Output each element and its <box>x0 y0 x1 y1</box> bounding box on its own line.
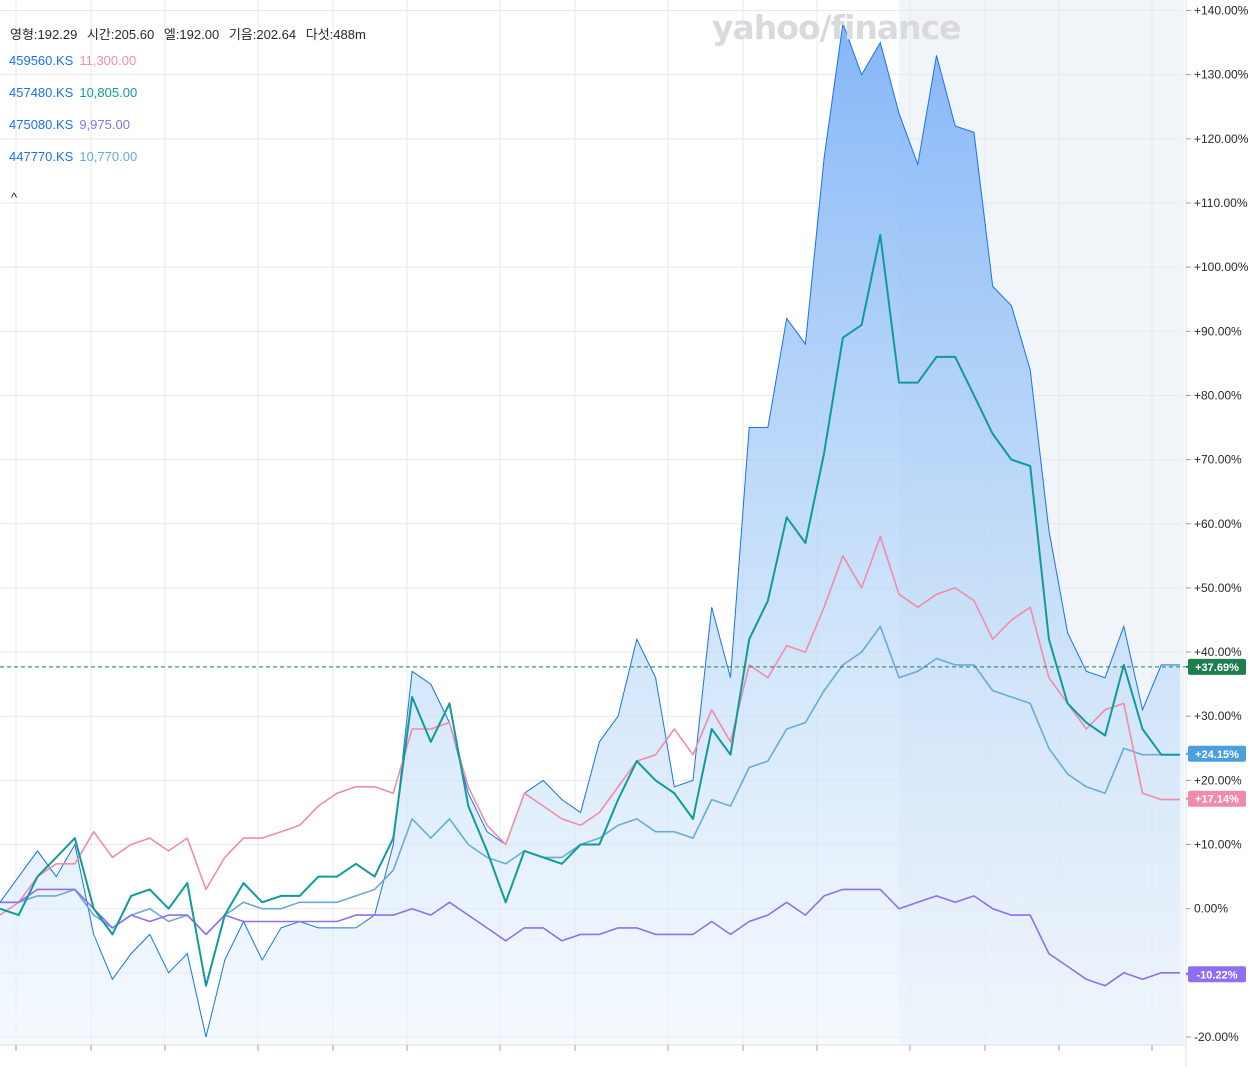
badge-background <box>1188 658 1246 675</box>
y-tick-label: +30.00% <box>1194 709 1242 723</box>
y-tick-label: +60.00% <box>1194 517 1242 531</box>
comparison-legend: 459560.KS 11,300.00 457480.KS 10,805.00 47… <box>9 53 137 181</box>
badge-background <box>1188 966 1246 983</box>
badge-label: +17.14% <box>1195 794 1239 806</box>
legend-symbol[interactable]: 459560.KS <box>9 53 74 68</box>
x-axis <box>0 1044 1186 1051</box>
legend-symbol[interactable]: 475080.KS <box>9 117 74 132</box>
legend-symbol[interactable]: 457480.KS <box>9 85 74 100</box>
collapse-legend-button[interactable]: ^ <box>11 190 18 205</box>
legend-item[interactable]: 457480.KS 10,805.00 <box>9 85 137 117</box>
badge-label: +24.15% <box>1195 749 1239 761</box>
ohlc-low: 엘:192.00 <box>163 27 220 42</box>
legend-item[interactable]: 447770.KS 10,770.00 <box>9 149 137 181</box>
y-tick-label: +40.00% <box>1194 645 1242 659</box>
ohlc-volume: 다섯:488m <box>305 27 366 42</box>
y-tick-label: +110.00% <box>1194 196 1248 210</box>
y-tick-label: +130.00% <box>1194 68 1249 82</box>
y-tick-label: -20.00% <box>1194 1030 1239 1044</box>
ohlc-high: 시간:205.60 <box>86 27 155 42</box>
yahoo-finance-watermark: yahoo/finance <box>712 8 962 47</box>
legend-price: 9,975.00 <box>79 117 130 132</box>
legend-price: 10,770.00 <box>79 149 138 164</box>
legend-symbol[interactable]: 447770.KS <box>9 149 74 164</box>
ohlc-open: 영형:192.29 <box>10 27 78 42</box>
y-tick-label: +100.00% <box>1194 260 1249 274</box>
legend-price: 11,300.00 <box>79 53 137 68</box>
y-tick-label: +120.00% <box>1194 132 1249 146</box>
series-line-457480.KS <box>0 234 1180 987</box>
legend-item[interactable]: 475080.KS 9,975.00 <box>9 117 137 149</box>
series-line-459560.KS <box>0 535 1180 916</box>
y-tick-label: +140.00% <box>1194 4 1249 18</box>
y-tick-label: +90.00% <box>1194 324 1242 338</box>
series-line-475080.KS <box>0 888 1180 987</box>
badge-background <box>1188 790 1246 807</box>
value-badges: +37.69% +24.15% +17.14% -10.22% <box>1186 658 1246 983</box>
y-tick-label: +70.00% <box>1194 453 1242 467</box>
badge-background <box>1188 745 1246 762</box>
y-axis: -20.00%-10.00%0.00%+10.00%+20.00%+30.00%… <box>1185 0 1249 1067</box>
legend-price: 10,805.00 <box>79 85 138 100</box>
series-line-main <box>0 23 1180 1038</box>
legend-item[interactable]: 459560.KS 11,300.00 <box>9 53 137 85</box>
y-tick-label: 0.00% <box>1194 902 1228 916</box>
y-tick-label: +50.00% <box>1194 581 1242 595</box>
y-tick-label: +10.00% <box>1194 838 1242 852</box>
ohlc-readout: 영형:192.29 시간:205.60 엘:192.00 기음:202.64 다… <box>10 24 372 43</box>
series-lines <box>0 23 1180 1038</box>
badge-label: +37.69% <box>1195 662 1239 674</box>
badge-label: -10.22% <box>1197 969 1238 981</box>
y-tick-label: +80.00% <box>1194 388 1242 402</box>
y-tick-label: +20.00% <box>1194 773 1242 787</box>
ohlc-close: 기음:202.64 <box>228 27 297 42</box>
